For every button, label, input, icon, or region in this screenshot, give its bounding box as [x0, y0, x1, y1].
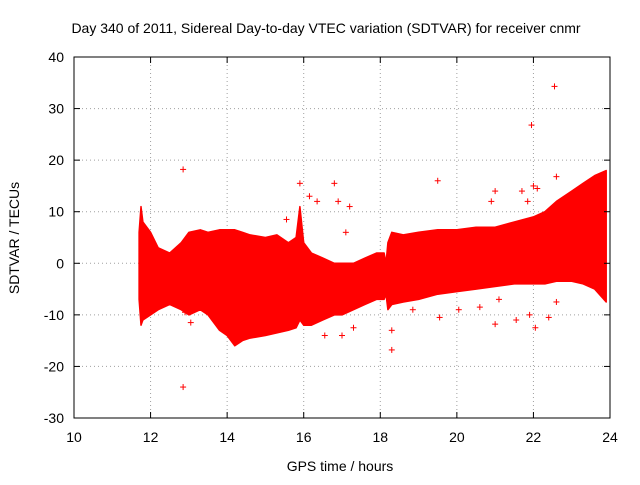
y-tick-label: 30: [48, 101, 64, 117]
y-tick-label: 40: [48, 49, 64, 65]
outlier-point: [488, 198, 494, 204]
outlier-point: [527, 312, 533, 318]
outlier-point: [314, 198, 320, 204]
x-tick-label: 22: [526, 429, 542, 445]
outlier-point: [331, 180, 337, 186]
outlier-point: [389, 347, 395, 353]
outlier-point: [525, 198, 531, 204]
y-tick-label: -20: [44, 358, 64, 374]
data-layer: [139, 83, 606, 390]
outlier-point: [339, 332, 345, 338]
outlier-point: [350, 325, 356, 331]
outlier-point: [492, 188, 498, 194]
outlier-point: [456, 307, 462, 313]
outlier-point: [389, 327, 395, 333]
x-tick-label: 16: [296, 429, 312, 445]
outlier-point: [513, 317, 519, 323]
outlier-point: [529, 122, 535, 128]
outlier-point: [496, 296, 502, 302]
y-axis-label: SDTVAR / TECUs: [6, 182, 22, 294]
outlier-point: [492, 321, 498, 327]
chart-title: Day 340 of 2011, Sidereal Day-to-day VTE…: [71, 20, 580, 36]
outlier-point: [477, 304, 483, 310]
x-tick-label: 14: [219, 429, 235, 445]
x-tick-label: 18: [372, 429, 388, 445]
outlier-point: [551, 83, 557, 89]
y-tick-label: 0: [56, 255, 64, 271]
outlier-point: [410, 307, 416, 313]
y-tick-label: 10: [48, 204, 64, 220]
y-tick-label: -10: [44, 307, 64, 323]
x-tick-label: 10: [66, 429, 82, 445]
y-tick-label: 20: [48, 152, 64, 168]
outlier-point: [343, 229, 349, 235]
outlier-point: [437, 314, 443, 320]
outlier-point: [180, 384, 186, 390]
outlier-point: [553, 299, 559, 305]
y-tick-label: -30: [44, 410, 64, 426]
outlier-point: [306, 193, 312, 199]
outlier-point: [335, 198, 341, 204]
chart-svg: 10 12 14 16 18 20 22 24 -30 -20 -10 0 10 20 30 40 Day 3…: [0, 0, 640, 480]
outlier-point: [283, 216, 289, 222]
outlier-point: [297, 180, 303, 186]
x-tick-label: 12: [143, 429, 159, 445]
outlier-point: [435, 178, 441, 184]
sdtvar-chart: 10 12 14 16 18 20 22 24 -30 -20 -10 0 10 20 30 40 Day 3…: [0, 0, 640, 480]
outlier-point: [180, 166, 186, 172]
outlier-point: [188, 320, 194, 326]
outlier-point: [519, 188, 525, 194]
outlier-point: [553, 174, 559, 180]
x-tick-label: 24: [602, 429, 618, 445]
x-tick-label: 20: [449, 429, 465, 445]
sdtvar-envelope-band: [139, 171, 606, 346]
outlier-point: [322, 332, 328, 338]
x-axis-label: GPS time / hours: [287, 458, 394, 474]
outlier-point: [347, 204, 353, 210]
